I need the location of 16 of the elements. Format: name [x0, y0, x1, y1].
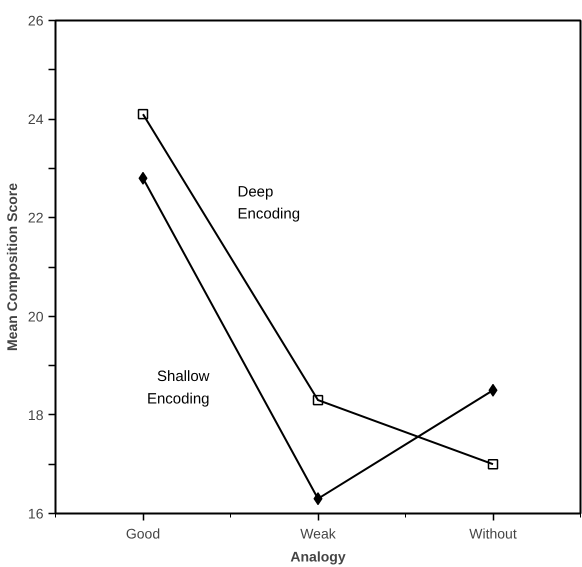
- point: [312, 394, 324, 406]
- point: [138, 108, 148, 120]
- x-tick-label: Without: [469, 526, 517, 542]
- x-axis-title: Analogy: [290, 548, 346, 564]
- y-tick-label: 18: [28, 406, 44, 423]
- y-tick-label: 20: [28, 308, 44, 324]
- y-tick-label: 24: [28, 111, 44, 128]
- y-tick-label: 16: [28, 506, 44, 522]
- text: Shallow Encoding: [146, 368, 210, 408]
- x-tick-label: Good: [126, 526, 160, 542]
- series-label: Deep Encoding: [238, 183, 300, 222]
- y-tick-label: 22: [28, 210, 44, 226]
- y-axis-title: Mean Composition Score: [4, 182, 20, 352]
- x-tick-label: Weak: [300, 526, 337, 542]
- y-tick-label: 26: [28, 12, 44, 28]
- point: [488, 458, 498, 470]
